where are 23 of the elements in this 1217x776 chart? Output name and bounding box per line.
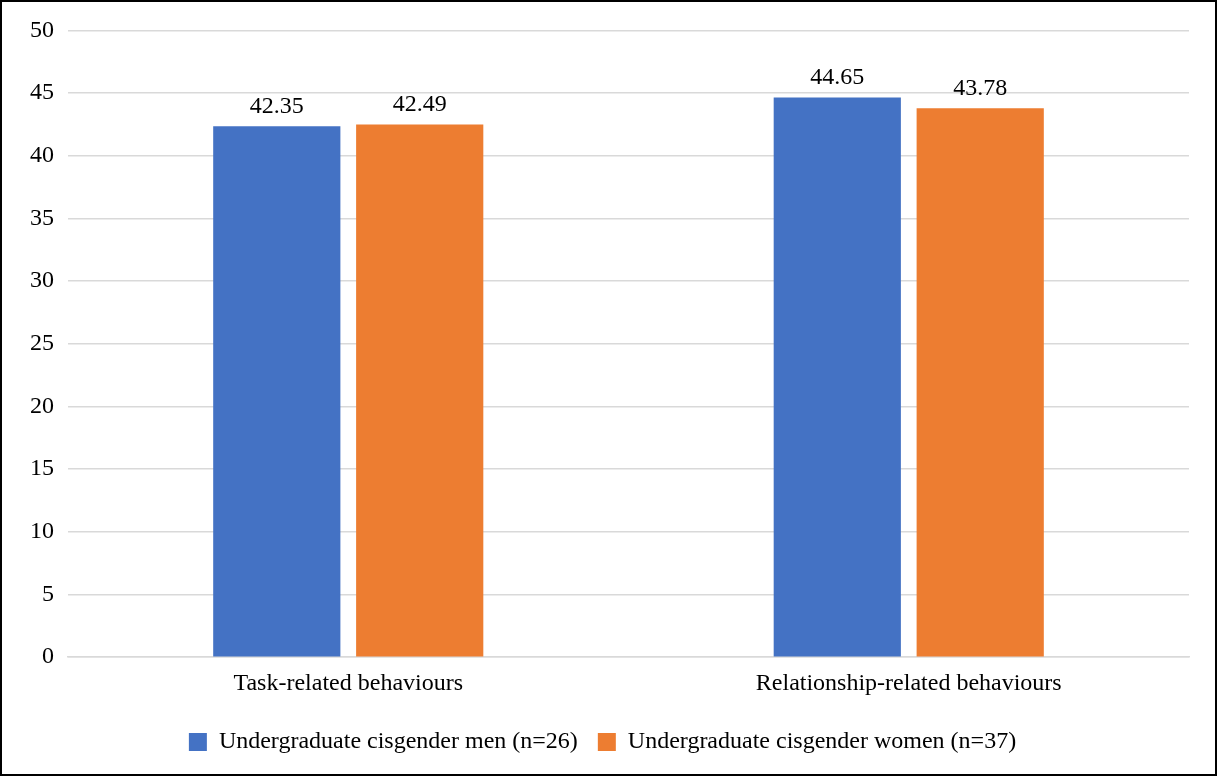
y-tick-label: 50 (30, 15, 54, 42)
y-tick-label: 40 (30, 141, 54, 168)
x-tick-label: Relationship-related behaviours (755, 668, 1062, 695)
bar (213, 126, 341, 657)
data-label: 42.35 (249, 91, 304, 118)
y-tick-label: 5 (42, 579, 54, 606)
y-tick-label: 10 (30, 517, 54, 544)
data-label: 44.65 (810, 62, 865, 89)
y-tick-label: 25 (30, 329, 54, 356)
bar (773, 97, 901, 657)
legend-label: Undergraduate cisgender men (n=26) (218, 727, 578, 754)
data-label: 43.78 (953, 73, 1008, 100)
x-tick-label: Task-related behaviours (233, 668, 464, 695)
y-tick-label: 45 (30, 78, 54, 105)
y-tick-label: 30 (30, 266, 54, 293)
y-tick-label: 0 (42, 642, 54, 669)
bar (916, 108, 1044, 657)
y-tick-label: 20 (30, 391, 54, 418)
bar (356, 124, 484, 657)
y-tick-label: 15 (30, 454, 54, 481)
legend-label: Undergraduate cisgender women (n=37) (627, 727, 1017, 754)
y-tick-label: 35 (30, 203, 54, 230)
data-label: 42.49 (392, 89, 447, 116)
